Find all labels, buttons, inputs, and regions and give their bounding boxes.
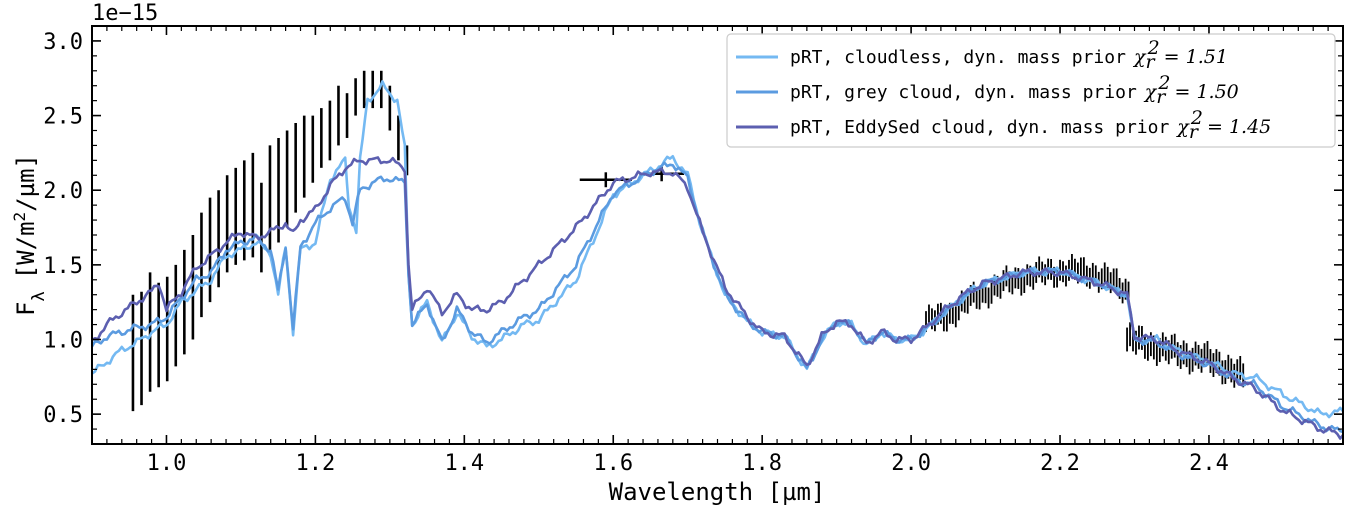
legend-chi-value-grey-cloud: = 1.50: [1174, 81, 1238, 103]
legend: pRT, cloudless, dyn. mass prior χr2 = 1.51…: [726, 33, 1336, 148]
y-tick-label: 2.0: [43, 179, 83, 204]
legend-chi-cloudless: χ: [1132, 46, 1147, 68]
y-tick-label: 0.5: [43, 403, 83, 428]
x-tick-label: 2.0: [891, 451, 931, 476]
legend-chi-sub-cloudless: r: [1145, 51, 1156, 73]
x-tick-label: 1.8: [742, 451, 782, 476]
legend-chi-value-cloudless: = 1.51: [1164, 46, 1228, 68]
y-tick-label: 2.5: [43, 105, 83, 130]
y-offset-text: 1e−15: [92, 1, 158, 26]
model-lines-layer: [90, 80, 1345, 440]
y-axis-label: Fλ [W/m2/µm]: [10, 154, 50, 316]
y-axis-label-unit-b: /µm]: [12, 154, 40, 212]
y-tick-label: 1.0: [43, 329, 83, 354]
x-tick-label: 1.4: [444, 451, 484, 476]
y-tick-label: 1.5: [43, 254, 83, 279]
y-axis-label-unit-a: [W/m: [12, 221, 40, 279]
y-tick-label: 3.0: [43, 30, 83, 55]
x-tick-label: 2.2: [1040, 451, 1080, 476]
y-axis-label-sub: λ: [29, 291, 49, 301]
y-axis-label-main: F: [12, 302, 40, 316]
legend-entry-grey-cloud: pRT, grey cloud, dyn. mass prior χr2 = 1.5…: [790, 72, 1239, 108]
x-axis-label: Wavelength [µm]: [609, 478, 826, 506]
legend-chi-sup-cloudless: 2: [1147, 37, 1160, 59]
legend-chi-sub-eddysed: r: [1189, 121, 1200, 143]
x-tick-label: 1.0: [147, 451, 187, 476]
legend-entry-eddysed: pRT, EddySed cloud, dyn. mass prior χr2 = …: [790, 107, 1271, 143]
series-line-eddysed: [91, 156, 1345, 440]
x-tick-label: 1.2: [296, 451, 336, 476]
x-tick-label: 1.6: [593, 451, 633, 476]
legend-chi-value-eddysed: = 1.45: [1207, 116, 1271, 138]
legend-name-grey-cloud: pRT, grey cloud, dyn. mass prior: [790, 82, 1137, 103]
x-tick-label: 2.4: [1189, 451, 1229, 476]
legend-chi-sup-eddysed: 2: [1190, 107, 1203, 129]
plot-frame: [91, 25, 1344, 445]
legend-name-eddysed: pRT, EddySed cloud, dyn. mass prior: [790, 117, 1169, 138]
legend-chi-sup-grey-cloud: 2: [1157, 72, 1170, 94]
legend-chi-grey-cloud: χ: [1143, 81, 1158, 103]
legend-chi-sub-grey-cloud: r: [1156, 86, 1167, 108]
legend-name-cloudless: pRT, cloudless, dyn. mass prior: [790, 47, 1126, 68]
observed-segment-1: [925, 253, 1130, 333]
legend-chi-eddysed: χ: [1175, 116, 1190, 138]
y-axis-label-sup: 2: [10, 212, 29, 222]
legend-box: [726, 33, 1336, 148]
legend-entry-cloudless: pRT, cloudless, dyn. mass prior χr2 = 1.51: [790, 37, 1228, 73]
